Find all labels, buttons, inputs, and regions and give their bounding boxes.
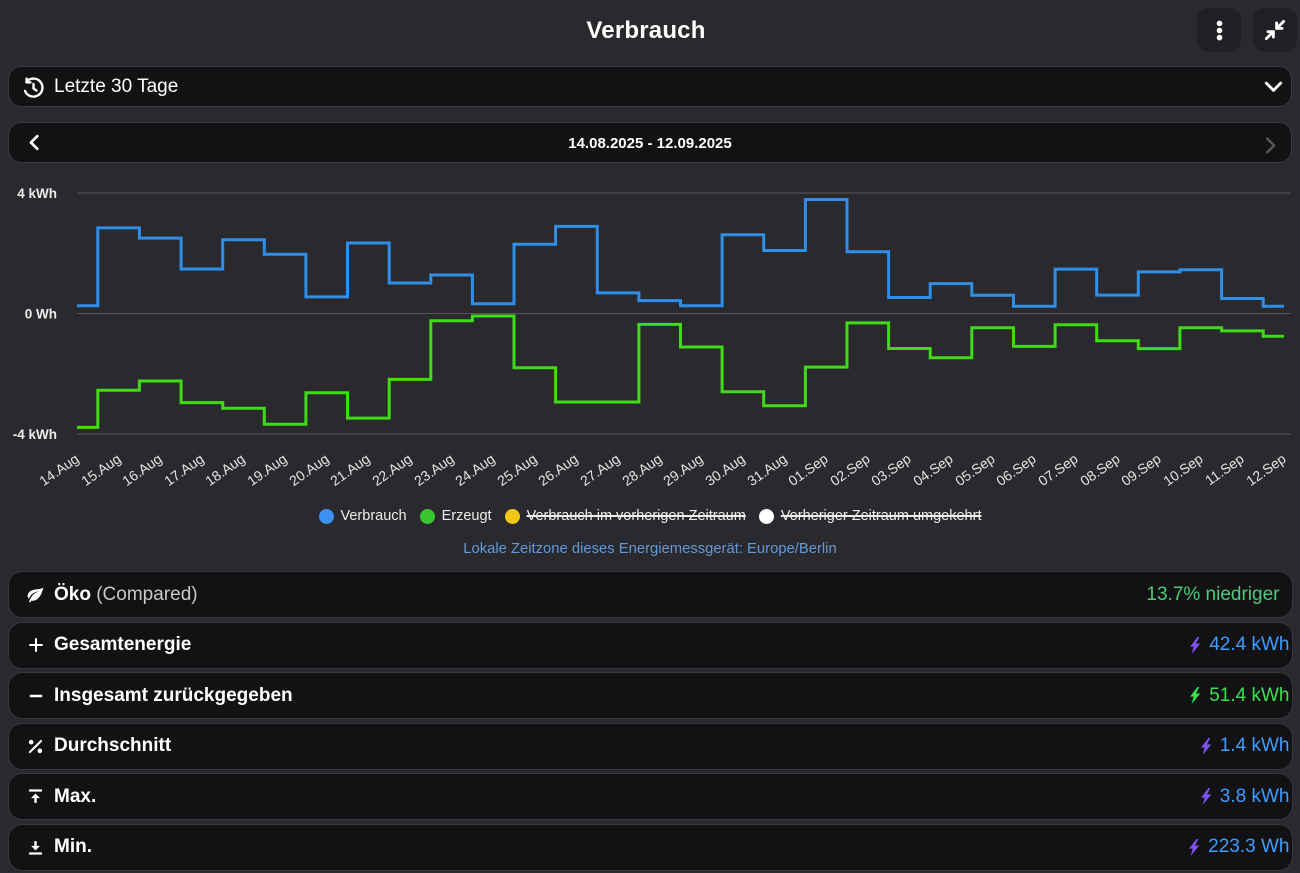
svg-text:27.Aug: 27.Aug bbox=[577, 450, 623, 489]
svg-text:31.Aug: 31.Aug bbox=[744, 450, 790, 489]
svg-text:17.Aug: 17.Aug bbox=[161, 450, 207, 489]
svg-text:15.Aug: 15.Aug bbox=[78, 450, 124, 489]
svg-text:28.Aug: 28.Aug bbox=[619, 450, 665, 489]
svg-text:07.Sep: 07.Sep bbox=[1035, 450, 1081, 489]
svg-text:23.Aug: 23.Aug bbox=[411, 450, 457, 489]
svg-text:24.Aug: 24.Aug bbox=[452, 450, 498, 489]
svg-text:02.Sep: 02.Sep bbox=[827, 450, 873, 489]
svg-text:20.Aug: 20.Aug bbox=[286, 450, 332, 489]
svg-text:01.Sep: 01.Sep bbox=[785, 450, 831, 489]
svg-text:05.Sep: 05.Sep bbox=[952, 450, 998, 489]
svg-text:08.Sep: 08.Sep bbox=[1077, 450, 1123, 489]
svg-text:19.Aug: 19.Aug bbox=[244, 450, 290, 489]
svg-text:18.Aug: 18.Aug bbox=[202, 450, 248, 489]
svg-text:4 kWh: 4 kWh bbox=[17, 186, 57, 201]
svg-text:-4 kWh: -4 kWh bbox=[13, 427, 57, 442]
svg-text:16.Aug: 16.Aug bbox=[119, 450, 165, 489]
svg-text:09.Sep: 09.Sep bbox=[1118, 450, 1164, 489]
svg-text:26.Aug: 26.Aug bbox=[535, 450, 581, 489]
svg-text:22.Aug: 22.Aug bbox=[369, 450, 415, 489]
svg-text:29.Aug: 29.Aug bbox=[660, 450, 706, 489]
svg-text:10.Sep: 10.Sep bbox=[1160, 450, 1206, 489]
svg-text:30.Aug: 30.Aug bbox=[702, 450, 748, 489]
svg-text:11.Sep: 11.Sep bbox=[1202, 450, 1247, 488]
svg-text:12.Sep: 12.Sep bbox=[1243, 450, 1289, 489]
svg-text:0 Wh: 0 Wh bbox=[25, 307, 57, 322]
svg-text:03.Sep: 03.Sep bbox=[868, 450, 914, 489]
svg-text:25.Aug: 25.Aug bbox=[494, 450, 540, 489]
svg-text:04.Sep: 04.Sep bbox=[910, 450, 956, 489]
svg-text:21.Aug: 21.Aug bbox=[327, 450, 373, 489]
svg-text:14.Aug: 14.Aug bbox=[36, 450, 82, 489]
svg-text:06.Sep: 06.Sep bbox=[993, 450, 1039, 489]
